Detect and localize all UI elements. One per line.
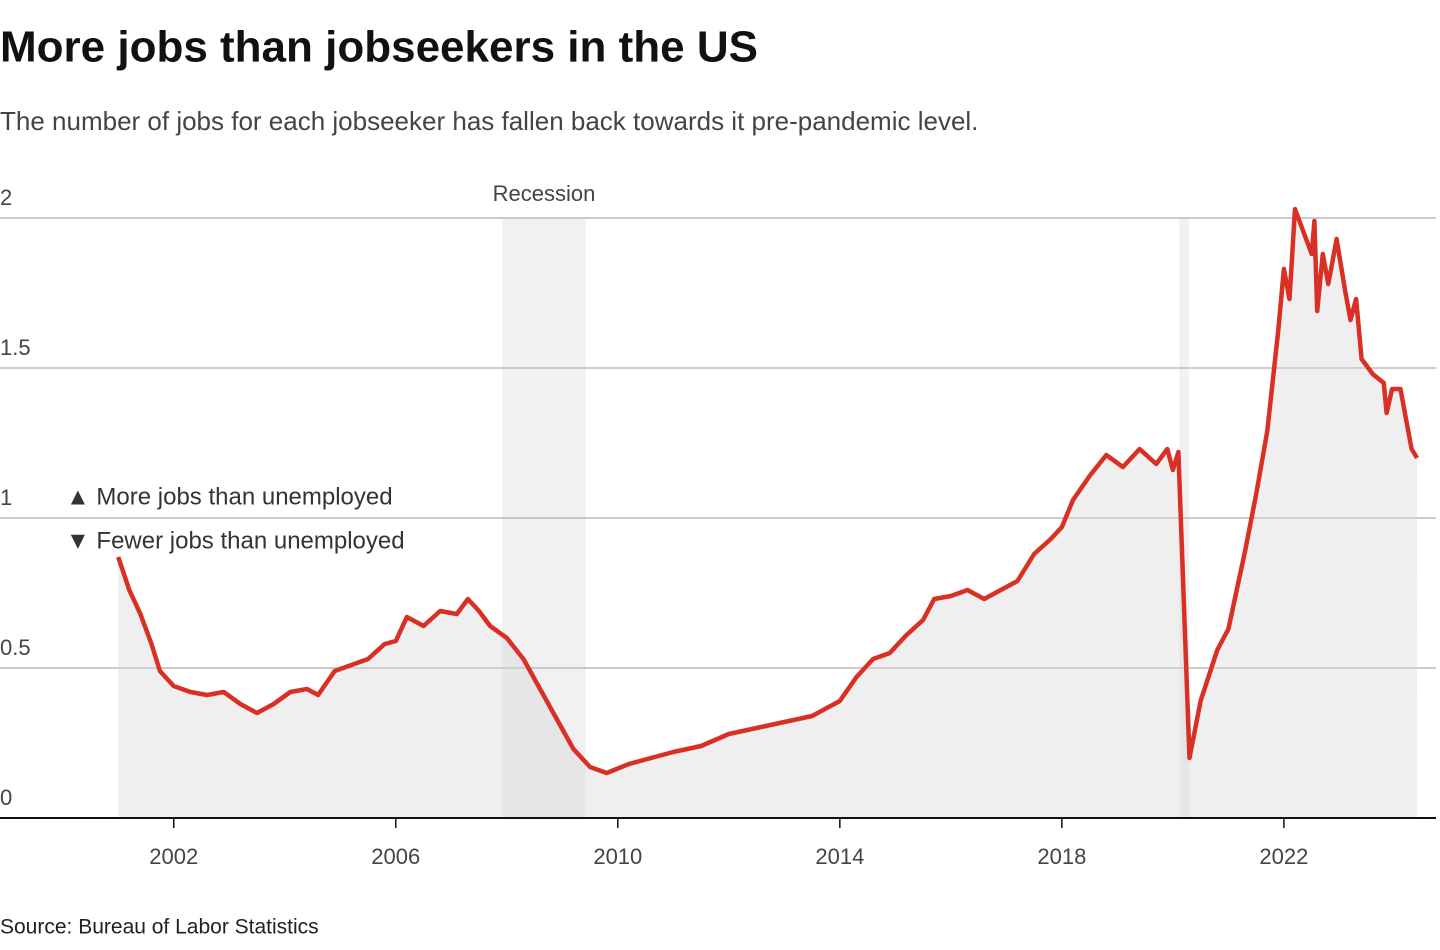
legend-note: ▲ More jobs than unemployed <box>66 483 393 510</box>
line <box>116 206 1420 776</box>
x-tick-label: 2014 <box>815 844 864 869</box>
y-tick-label: 0 <box>0 785 12 810</box>
area <box>118 209 1418 818</box>
chart-title: More jobs than jobseekers in the US <box>0 23 758 72</box>
y-tick-label: 2 <box>0 185 12 210</box>
x-tick-label: 2018 <box>1037 844 1086 869</box>
x-tick-label: 2022 <box>1259 844 1308 869</box>
chart-subtitle: The number of jobs for each jobseeker ha… <box>0 106 978 136</box>
y-tick-label: 0.5 <box>0 635 31 660</box>
x-tick-label: 2002 <box>149 844 198 869</box>
legend-note: ▼ Fewer jobs than unemployed <box>66 527 405 554</box>
source: Source: Bureau of Labor Statistics <box>0 916 319 939</box>
recession-label: Recession <box>493 181 596 206</box>
x-tick-label: 2010 <box>593 844 642 869</box>
y-tick-label: 1.5 <box>0 335 31 360</box>
y-tick-label: 1 <box>0 485 12 510</box>
x-tick-label: 2006 <box>371 844 420 869</box>
